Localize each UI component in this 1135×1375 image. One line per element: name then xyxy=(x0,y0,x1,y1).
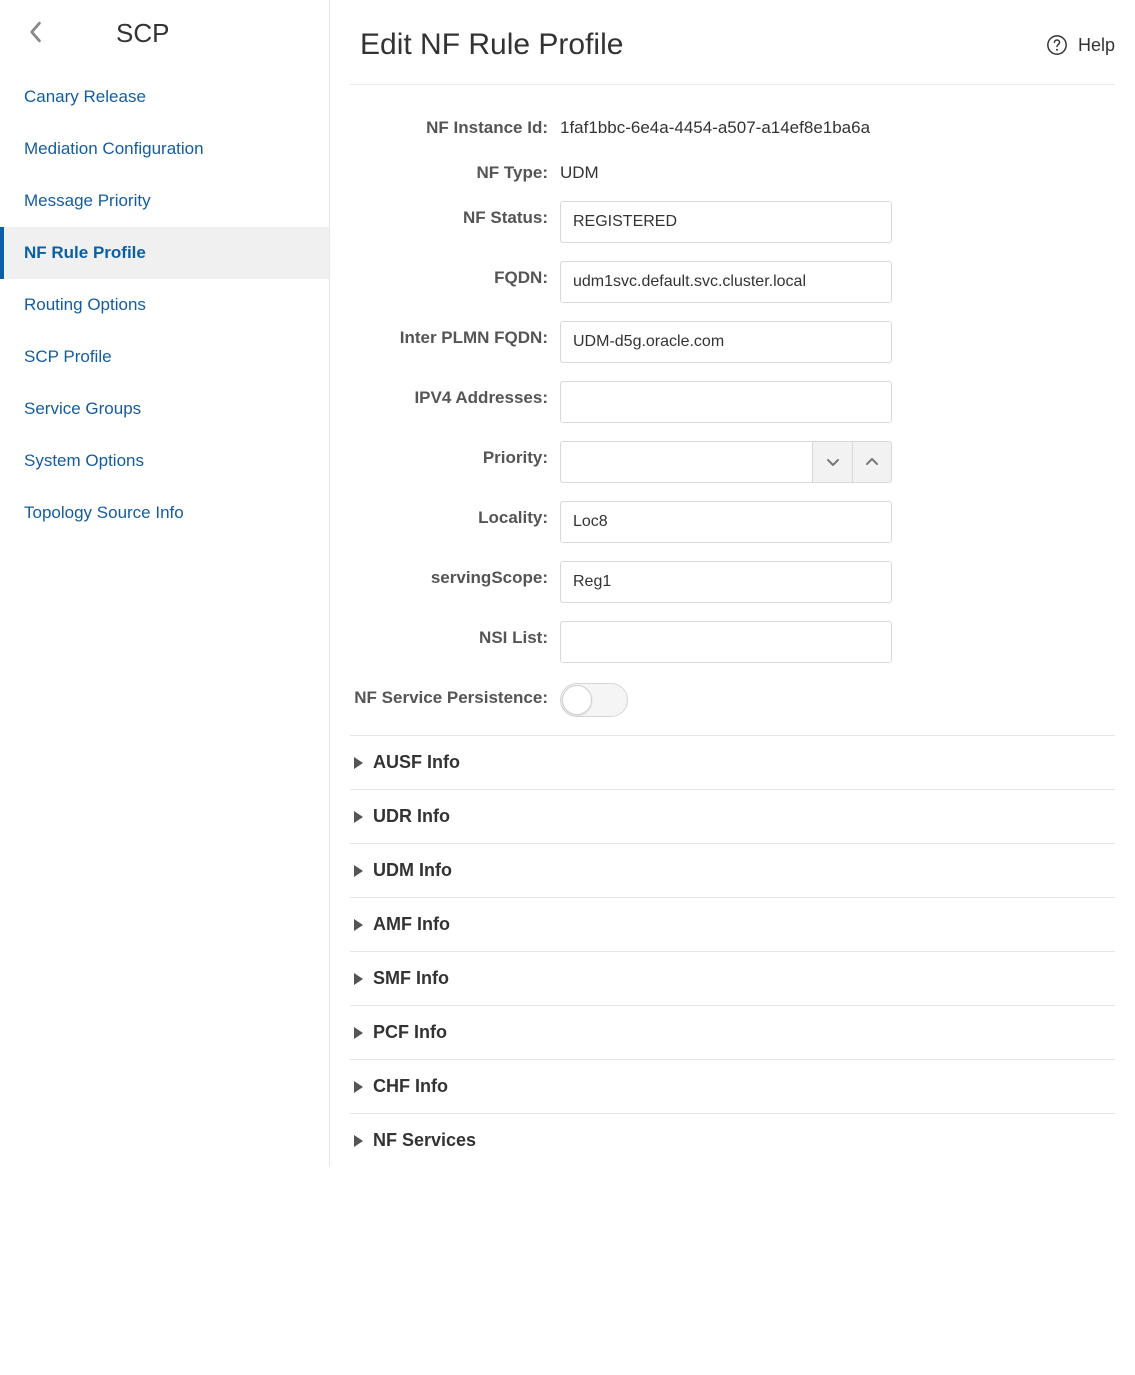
row-nf-status: NF Status: xyxy=(350,201,1115,243)
accordion-header-udr-info[interactable]: UDR Info xyxy=(350,790,1115,843)
accordion-section: AUSF Info UDR Info UDM Info xyxy=(350,735,1115,1167)
accordion-label: SMF Info xyxy=(373,968,449,989)
nav-item-system-options[interactable]: System Options xyxy=(0,435,329,487)
nf-type-label: NF Type: xyxy=(350,156,560,183)
help-label: Help xyxy=(1078,35,1115,56)
accordion-amf-info: AMF Info xyxy=(350,898,1115,952)
accordion-ausf-info: AUSF Info xyxy=(350,736,1115,790)
serving-scope-input[interactable] xyxy=(560,561,892,603)
triangle-right-icon xyxy=(354,757,363,769)
accordion-label: UDR Info xyxy=(373,806,450,827)
accordion-header-chf-info[interactable]: CHF Info xyxy=(350,1060,1115,1113)
row-nsi-list: NSI List: xyxy=(350,621,1115,663)
locality-input[interactable] xyxy=(560,501,892,543)
triangle-right-icon xyxy=(354,811,363,823)
accordion-label: UDM Info xyxy=(373,860,452,881)
accordion-header-udm-info[interactable]: UDM Info xyxy=(350,844,1115,897)
priority-spinner xyxy=(560,441,892,483)
inter-plmn-fqdn-label: Inter PLMN FQDN: xyxy=(350,321,560,348)
sidebar: SCP Canary Release Mediation Configurati… xyxy=(0,0,330,1167)
nav-item-mediation-configuration[interactable]: Mediation Configuration xyxy=(0,123,329,175)
accordion-udr-info: UDR Info xyxy=(350,790,1115,844)
nsi-list-label: NSI List: xyxy=(350,621,560,648)
fqdn-label: FQDN: xyxy=(350,261,560,288)
nf-status-label: NF Status: xyxy=(350,201,560,228)
fqdn-input[interactable] xyxy=(560,261,892,303)
nav-item-routing-options[interactable]: Routing Options xyxy=(0,279,329,331)
back-chevron-icon[interactable] xyxy=(26,21,44,47)
accordion-header-ausf-info[interactable]: AUSF Info xyxy=(350,736,1115,789)
ipv4-label: IPV4 Addresses: xyxy=(350,381,560,408)
app-container: SCP Canary Release Mediation Configurati… xyxy=(0,0,1135,1167)
row-ipv4: IPV4 Addresses: xyxy=(350,381,1115,423)
accordion-header-amf-info[interactable]: AMF Info xyxy=(350,898,1115,951)
nav-item-service-groups[interactable]: Service Groups xyxy=(0,383,329,435)
priority-down-button[interactable] xyxy=(812,441,852,483)
form: NF Instance Id: 1faf1bbc-6e4a-4454-a507-… xyxy=(350,85,1115,1167)
accordion-smf-info: SMF Info xyxy=(350,952,1115,1006)
priority-input[interactable] xyxy=(560,441,812,483)
row-persistence: NF Service Persistence: xyxy=(350,681,1115,717)
accordion-header-smf-info[interactable]: SMF Info xyxy=(350,952,1115,1005)
triangle-right-icon xyxy=(354,973,363,985)
row-locality: Locality: xyxy=(350,501,1115,543)
triangle-right-icon xyxy=(354,1135,363,1147)
help-link[interactable]: Help xyxy=(1046,34,1115,56)
nf-type-value: UDM xyxy=(560,156,1060,183)
nav-item-topology-source-info[interactable]: Topology Source Info xyxy=(0,487,329,539)
accordion-nf-services: NF Services xyxy=(350,1114,1115,1167)
serving-scope-label: servingScope: xyxy=(350,561,560,588)
nf-status-input[interactable] xyxy=(560,201,892,243)
nf-instance-id-value: 1faf1bbc-6e4a-4454-a507-a14ef8e1ba6a xyxy=(560,111,1060,138)
persistence-label: NF Service Persistence: xyxy=(350,681,560,708)
help-icon xyxy=(1046,34,1068,56)
nav-item-nf-rule-profile[interactable]: NF Rule Profile xyxy=(0,227,329,279)
accordion-label: AUSF Info xyxy=(373,752,460,773)
accordion-udm-info: UDM Info xyxy=(350,844,1115,898)
row-priority: Priority: xyxy=(350,441,1115,483)
ipv4-input[interactable] xyxy=(560,381,892,423)
toggle-knob xyxy=(562,685,592,715)
triangle-right-icon xyxy=(354,1027,363,1039)
nsi-list-input[interactable] xyxy=(560,621,892,663)
row-serving-scope: servingScope: xyxy=(350,561,1115,603)
chevron-up-icon xyxy=(865,455,879,469)
accordion-label: AMF Info xyxy=(373,914,450,935)
triangle-right-icon xyxy=(354,865,363,877)
accordion-header-nf-services[interactable]: NF Services xyxy=(350,1114,1115,1167)
accordion-pcf-info: PCF Info xyxy=(350,1006,1115,1060)
accordion-label: NF Services xyxy=(373,1130,476,1151)
page-header: Edit NF Rule Profile Help xyxy=(350,10,1115,85)
inter-plmn-fqdn-input[interactable] xyxy=(560,321,892,363)
accordion-header-pcf-info[interactable]: PCF Info xyxy=(350,1006,1115,1059)
row-inter-plmn-fqdn: Inter PLMN FQDN: xyxy=(350,321,1115,363)
sidebar-title: SCP xyxy=(116,18,169,49)
row-nf-instance-id: NF Instance Id: 1faf1bbc-6e4a-4454-a507-… xyxy=(350,111,1115,138)
nav-item-canary-release[interactable]: Canary Release xyxy=(0,71,329,123)
priority-label: Priority: xyxy=(350,441,560,468)
locality-label: Locality: xyxy=(350,501,560,528)
row-fqdn: FQDN: xyxy=(350,261,1115,303)
main-content: Edit NF Rule Profile Help NF Instance Id… xyxy=(330,0,1135,1167)
persistence-toggle[interactable] xyxy=(560,683,628,717)
triangle-right-icon xyxy=(354,919,363,931)
accordion-label: CHF Info xyxy=(373,1076,448,1097)
chevron-down-icon xyxy=(826,455,840,469)
nav-item-message-priority[interactable]: Message Priority xyxy=(0,175,329,227)
accordion-label: PCF Info xyxy=(373,1022,447,1043)
priority-up-button[interactable] xyxy=(852,441,892,483)
page-title: Edit NF Rule Profile xyxy=(360,28,623,62)
sidebar-header: SCP xyxy=(0,10,329,71)
nf-instance-id-label: NF Instance Id: xyxy=(350,111,560,138)
triangle-right-icon xyxy=(354,1081,363,1093)
accordion-chf-info: CHF Info xyxy=(350,1060,1115,1114)
nav-item-scp-profile[interactable]: SCP Profile xyxy=(0,331,329,383)
row-nf-type: NF Type: UDM xyxy=(350,156,1115,183)
